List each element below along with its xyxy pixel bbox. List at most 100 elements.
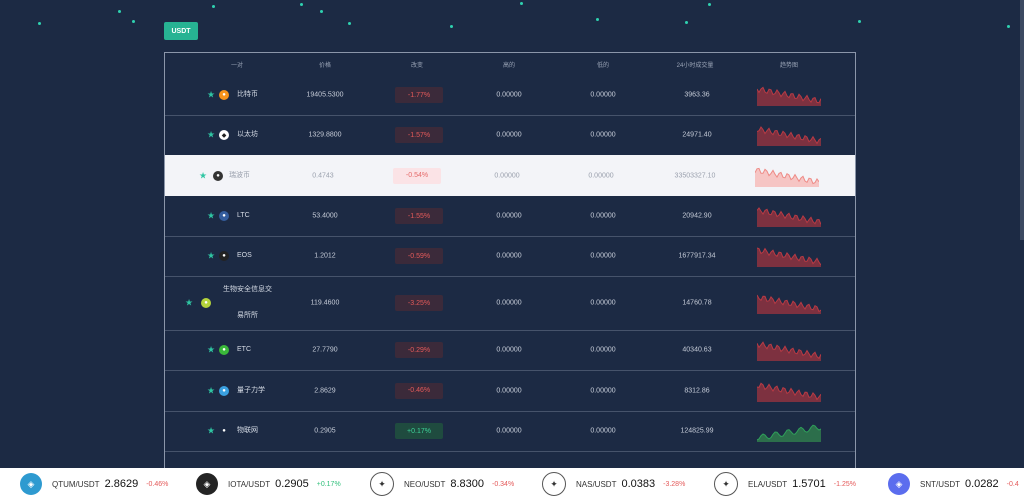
ticker-change: -1.25% <box>833 480 856 488</box>
qtum-icon: ◈ <box>20 473 42 495</box>
snt-icon: ◈ <box>888 473 910 495</box>
high-cell: 0.00000 <box>496 427 522 435</box>
high-cell: 0.00000 <box>496 252 522 260</box>
header-change: 改变 <box>410 63 423 69</box>
header-low: 低的 <box>596 63 609 69</box>
ticker-pair: QTUM/USDT <box>52 479 100 489</box>
high-cell: 0.00000 <box>496 387 522 394</box>
change-badge: -0.54% <box>393 167 441 184</box>
sparkline-area <box>757 127 821 146</box>
favorite-star-icon[interactable]: ★ <box>199 170 208 180</box>
ticker-price: 2.8629 <box>104 478 139 490</box>
pair-name: 比特币 <box>237 91 258 98</box>
pair-name: 生物安全信息交 易所所 <box>223 277 272 329</box>
change-badge: -1.77% <box>395 87 443 103</box>
volume-cell: 33503327.10 <box>674 172 716 179</box>
table-row[interactable]: ★ ● 瑞波币 0.4743 -0.54% 0.00000 0.00000 33503327.… <box>165 155 855 196</box>
favorite-star-icon[interactable]: ★ <box>207 129 216 140</box>
trend-sparkline <box>757 424 821 442</box>
sparkline-line <box>757 424 821 441</box>
table-row[interactable]: ★ ● 物联网 0.2905 +0.17% 0.00000 0.00000 124825.99 <box>165 411 855 452</box>
ticker-change: -3.28% <box>663 480 686 488</box>
table-row[interactable]: ★ ● 比特币 19405.5300 -1.77% 0.00000 0.00000 3963.… <box>165 75 855 116</box>
change-badge: -1.55% <box>395 208 443 224</box>
market-table: 一对 价格 改变 高的 低的 24小时成交量 趋势图 ★ ● 比特币 19405.53… <box>164 52 856 472</box>
change-badge: -0.29% <box>395 342 443 358</box>
sparkline-line <box>755 167 819 184</box>
ticker-pair: ELA/USDT <box>748 479 788 489</box>
favorite-star-icon[interactable]: ★ <box>207 344 216 355</box>
low-cell: 0.00000 <box>590 299 616 307</box>
ticker-item[interactable]: ✦ NEO/USDT 8.8300 -0.34% <box>370 468 514 500</box>
sparkline-area <box>757 342 821 361</box>
iota-icon: ◈ <box>196 473 218 495</box>
ticker-pair: SNT/USDT <box>920 479 960 489</box>
trend-sparkline <box>757 382 821 402</box>
volume-cell: 8312.86 <box>684 387 710 394</box>
table-row[interactable]: ★ ◆ 以太坊 1329.8800 -1.57% 0.00000 0.00000 24971.… <box>165 115 855 156</box>
price-cell: 0.2905 <box>314 427 336 435</box>
volume-cell: 20942.90 <box>682 212 712 220</box>
low-cell: 0.00000 <box>590 252 616 260</box>
favorite-star-icon[interactable]: ★ <box>207 210 216 221</box>
ticker-change: -0.46% <box>146 480 169 488</box>
price-cell: 1329.8800 <box>308 131 342 139</box>
low-cell: 0.00000 <box>590 212 616 220</box>
low-cell: 0.00000 <box>590 387 616 394</box>
high-cell: 0.00000 <box>496 346 522 354</box>
trend-sparkline <box>757 126 821 146</box>
high-cell: 0.00000 <box>496 212 522 220</box>
ticker-price: 0.0383 <box>621 478 656 490</box>
sparkline-line <box>757 86 821 104</box>
sparkline-area <box>757 208 821 227</box>
price-cell: 0.4743 <box>312 172 334 179</box>
sparkline-line <box>757 126 821 145</box>
price-cell: 19405.5300 <box>306 91 344 99</box>
favorite-star-icon[interactable]: ★ <box>185 297 194 308</box>
low-cell: 0.00000 <box>590 91 616 99</box>
sparkline-line <box>757 341 821 360</box>
ticker-change: +0.17% <box>316 480 341 488</box>
favorite-star-icon[interactable]: ★ <box>207 385 216 395</box>
litecoin-icon: ● <box>219 211 229 221</box>
ticker-item[interactable]: ◈ IOTA/USDT 0.2905 +0.17% <box>196 468 341 500</box>
high-cell: 0.00000 <box>496 299 522 307</box>
table-row[interactable]: ★ ● 量子力学 2.8629 -0.46% 0.00000 0.00000 8312.86 <box>165 370 855 412</box>
neo-icon: ✦ <box>370 472 394 496</box>
ticker-item[interactable]: ◈ SNT/USDT 0.0282 -0.4 <box>888 468 1019 500</box>
sparkline-line <box>757 382 821 400</box>
favorite-star-icon[interactable]: ★ <box>207 250 216 261</box>
change-badge: -0.46% <box>395 382 443 399</box>
pair-name: 量子力学 <box>237 386 265 394</box>
ticker-item[interactable]: ◈ QTUM/USDT 2.8629 -0.46% <box>20 468 168 500</box>
table-row[interactable]: ★ ● LTC 53.4000 -1.55% 0.00000 0.00000 20942.90 <box>165 196 855 237</box>
sparkline-line <box>757 247 821 266</box>
ticker-pair: IOTA/USDT <box>228 479 271 489</box>
favorite-star-icon[interactable]: ★ <box>207 89 216 100</box>
trend-sparkline <box>755 167 819 187</box>
pair-name-line2: 易所所 <box>237 312 258 319</box>
ticker-item[interactable]: ✦ ELA/USDT 1.5701 -1.25% <box>714 468 856 500</box>
trend-sparkline <box>757 207 821 227</box>
low-cell: 0.00000 <box>590 427 616 435</box>
ticker-price: 8.8300 <box>450 478 484 490</box>
table-row[interactable]: ★ ● 生物安全信息交 易所所 119.4600 -3.25% 0.00000 0.00000… <box>165 276 855 331</box>
tab-usdt[interactable]: USDT <box>164 22 198 40</box>
pair-name: 物联网 <box>237 427 258 434</box>
table-row[interactable]: ★ ● ETC 27.7790 -0.29% 0.00000 0.00000 40340.63 <box>165 330 855 371</box>
pair-name: ETC <box>237 346 251 353</box>
ticker-item[interactable]: ✦ NAS/USDT 0.0383 -3.28% <box>542 468 685 500</box>
ticker-change: -0.34% <box>492 480 515 488</box>
header-pair: 一对 <box>230 63 243 69</box>
volume-cell: 14760.78 <box>682 299 712 307</box>
favorite-star-icon[interactable]: ★ <box>207 425 216 436</box>
table-header: 一对 价格 改变 高的 低的 24小时成交量 趋势图 <box>165 53 855 75</box>
change-badge: -0.59% <box>395 248 443 264</box>
table-row[interactable]: ★ ● EOS 1.2012 -0.59% 0.00000 0.00000 1677917.3… <box>165 236 855 277</box>
sparkline-line <box>757 207 821 225</box>
scrollbar[interactable] <box>1020 0 1024 240</box>
change-badge: -1.57% <box>395 127 443 143</box>
price-cell: 53.4000 <box>312 212 338 220</box>
bio-icon: ● <box>201 298 211 308</box>
ticker-price: 0.2905 <box>275 478 309 490</box>
